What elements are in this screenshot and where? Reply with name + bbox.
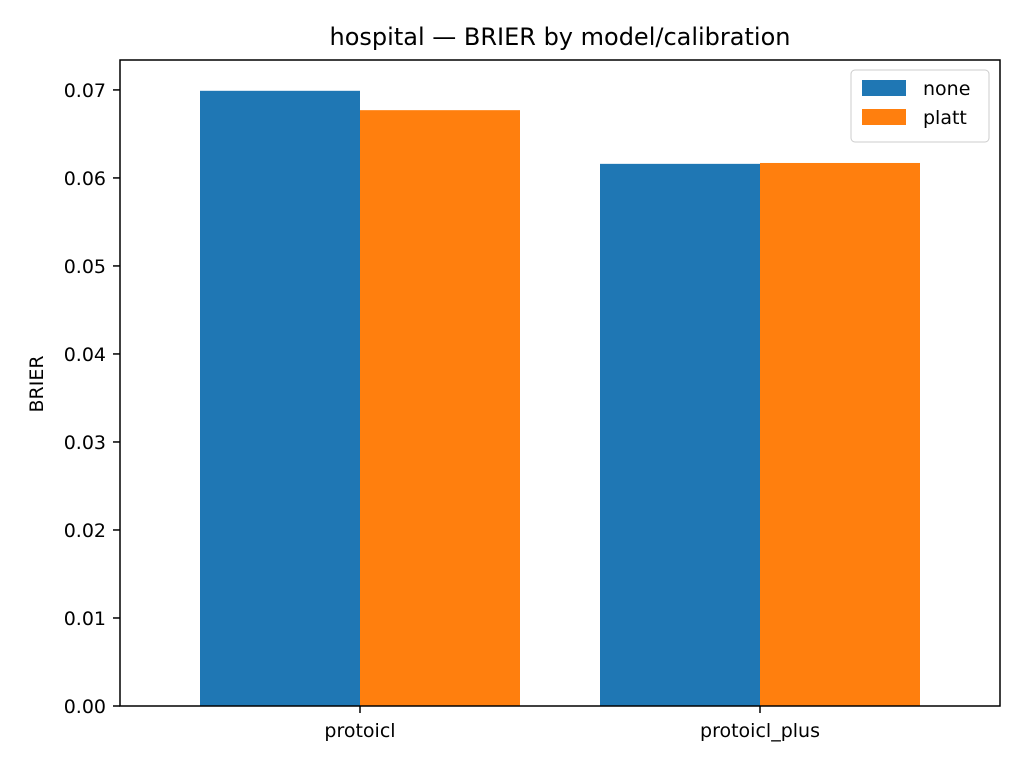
legend-swatch-none <box>862 80 906 96</box>
y-tick-label: 0.05 <box>64 256 106 278</box>
y-tick-label: 0.03 <box>64 432 106 454</box>
y-tick-label: 0.02 <box>64 520 106 542</box>
chart-title: hospital — BRIER by model/calibration <box>330 23 791 51</box>
legend: none platt <box>850 69 990 143</box>
y-tick-label: 0.06 <box>64 168 106 190</box>
plot-frame <box>119 59 1001 707</box>
bar-platt-protoicl <box>360 110 520 707</box>
plot-area: 0.00 0.01 0.02 0.03 0.04 0.05 0.06 0.07 protoicl… <box>64 80 920 742</box>
x-tick-label: protoicl_plus <box>700 720 820 742</box>
legend-label-none: none <box>923 78 970 100</box>
x-tick-label: protoicl <box>324 720 395 742</box>
bar-none-protoicl_plus <box>600 163 760 707</box>
y-axis-label: BRIER <box>26 355 48 412</box>
legend-label-platt: platt <box>923 107 967 129</box>
y-tick-label: 0.00 <box>64 696 106 718</box>
bar-none-protoicl <box>200 90 360 706</box>
bar-platt-protoicl_plus <box>760 162 920 706</box>
y-tick-label: 0.07 <box>64 80 106 102</box>
y-tick-label: 0.04 <box>64 344 106 366</box>
legend-swatch-platt <box>862 109 906 125</box>
y-tick-label: 0.01 <box>64 608 106 630</box>
